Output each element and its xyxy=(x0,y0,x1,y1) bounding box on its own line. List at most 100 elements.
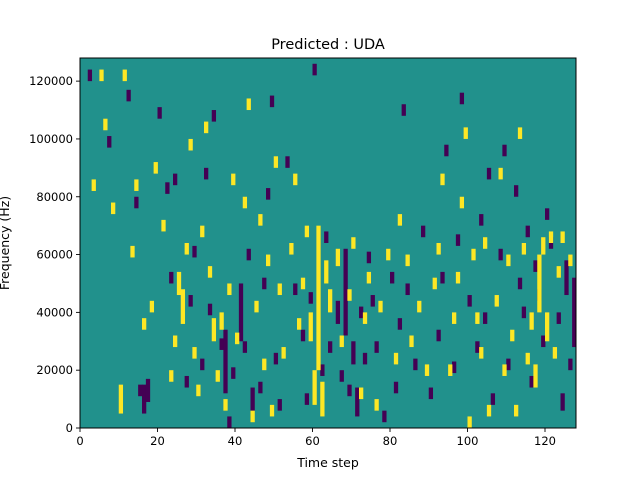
heatmap-cell-low xyxy=(134,196,139,209)
heatmap-cell-low xyxy=(169,271,174,284)
heatmap-cell-high xyxy=(479,347,484,359)
heatmap-cell-high xyxy=(552,347,558,359)
heatmap-cell-high xyxy=(173,335,178,348)
x-tick-label: 60 xyxy=(305,434,320,448)
heatmap-cell-high xyxy=(184,243,189,255)
x-axis: 0 20 40 60 80 100 120 xyxy=(76,428,556,448)
heatmap-cell-low xyxy=(312,63,317,76)
cells-high-group xyxy=(91,69,573,428)
heatmap-cell-low xyxy=(285,156,290,168)
heatmap-cell-high xyxy=(142,318,147,330)
heatmap-cell-high xyxy=(568,254,573,267)
heatmap-cell-high xyxy=(494,295,499,307)
heatmap-cell-low xyxy=(397,318,403,330)
x-tick-label: 0 xyxy=(76,434,83,448)
heatmap-cell-low xyxy=(308,292,313,304)
heatmap-cell-low xyxy=(556,312,561,324)
heatmap-cell-low xyxy=(413,358,418,371)
heatmap-cell-high xyxy=(362,312,368,324)
heatmap-cell-low xyxy=(459,92,465,105)
heatmap-cell-high xyxy=(223,399,228,411)
heatmap-cell-high xyxy=(308,312,313,342)
heatmap-cell-low xyxy=(320,364,325,376)
heatmap-cell-low xyxy=(266,188,271,200)
heatmap-cell-high xyxy=(215,370,220,382)
heatmap-cell-low xyxy=(374,341,379,353)
heatmap-cell-high xyxy=(560,231,565,243)
heatmap-cell-low xyxy=(258,381,263,394)
heatmap-cell-low xyxy=(514,185,519,197)
heatmap-cell-low xyxy=(173,173,178,186)
heatmap-cell-low xyxy=(273,352,279,365)
heatmap-cell-high xyxy=(297,318,302,330)
plot-frame xyxy=(79,57,577,429)
heatmap-cell-high xyxy=(122,69,127,82)
heatmap-cell-high xyxy=(99,69,104,82)
heatmap-cell-high xyxy=(409,335,414,348)
heatmap-cell-low xyxy=(262,277,267,290)
heatmap-cell-high xyxy=(471,248,476,261)
heatmap-cell-high xyxy=(250,410,255,423)
heatmap-cell-high xyxy=(463,127,468,139)
heatmap-cell-low xyxy=(192,245,197,258)
heatmap-cell-high xyxy=(525,352,530,365)
heatmap-cell-high xyxy=(169,370,174,382)
heatmap-cell-high xyxy=(448,364,453,376)
heatmap-cell-low xyxy=(475,341,480,353)
heatmap-cell-high xyxy=(235,332,240,345)
y-axis: 0 20000 40000 60000 80000 100000 120000 xyxy=(29,74,80,435)
y-axis-label: Frequency (Hz) xyxy=(0,196,12,290)
heatmap-cell-high xyxy=(161,219,166,232)
heatmap-cell-high xyxy=(242,196,248,209)
heatmap-cell-low xyxy=(486,167,492,180)
heatmap-cell-low xyxy=(126,89,131,102)
heatmap-cell-low xyxy=(440,271,445,284)
heatmap-cell-low xyxy=(483,312,488,324)
heatmap-cell-high xyxy=(312,370,317,405)
heatmap-cell-low xyxy=(362,352,368,365)
heatmap-cell-high xyxy=(227,283,232,296)
heatmap-cell-low xyxy=(207,303,213,316)
heatmap-cell-high xyxy=(529,312,534,330)
heatmap-cell-low xyxy=(479,214,484,226)
heatmap-cell-high xyxy=(273,156,279,168)
heatmap-cell-low xyxy=(444,144,449,157)
y-tick-label: 0 xyxy=(66,421,73,435)
heatmap-cell-high xyxy=(378,300,383,313)
heatmap-cell-high xyxy=(211,318,217,342)
heatmap-cell-high xyxy=(483,237,488,249)
heatmap-cell-low xyxy=(529,375,534,388)
heatmap-cell-high xyxy=(417,300,422,313)
heatmap-cell-high xyxy=(219,312,224,330)
heatmap-cell-low xyxy=(382,410,387,423)
heatmap-cell-low xyxy=(188,295,193,307)
x-axis-label: Time step xyxy=(296,455,359,470)
heatmap-cell-low xyxy=(359,306,364,319)
heatmap-cell-low xyxy=(335,300,341,324)
heatmap-cell-low xyxy=(138,384,143,397)
heatmap-cell-low xyxy=(145,378,151,402)
heatmap-cell-low xyxy=(204,167,209,180)
heatmap-cell-low xyxy=(87,69,93,82)
heatmap-cell-low xyxy=(269,95,275,108)
chart-title: Predicted : UDA xyxy=(271,37,385,53)
heatmap-cell-low xyxy=(231,367,236,379)
cells-low-group xyxy=(87,63,577,428)
heatmap-cell-high xyxy=(514,404,519,417)
y-tick-label: 20000 xyxy=(36,363,73,377)
x-tick-label: 100 xyxy=(457,434,479,448)
heatmap-cell-high xyxy=(204,121,209,134)
heatmap-cell-low xyxy=(545,208,550,220)
heatmap-cell-high xyxy=(517,127,523,139)
heatmap-cell-high xyxy=(188,138,193,151)
heatmap-cell-high xyxy=(153,162,158,174)
heatmap-cell-high xyxy=(246,98,251,111)
heatmap-cell-high xyxy=(452,312,457,324)
heatmap-cell-low xyxy=(242,341,248,353)
heatmap-cell-high xyxy=(316,225,321,371)
heatmap-cell-high xyxy=(436,243,441,255)
heatmap-cell-low xyxy=(223,329,228,394)
heatmap-cell-low xyxy=(421,225,426,238)
heatmap-cell-high xyxy=(320,381,325,417)
